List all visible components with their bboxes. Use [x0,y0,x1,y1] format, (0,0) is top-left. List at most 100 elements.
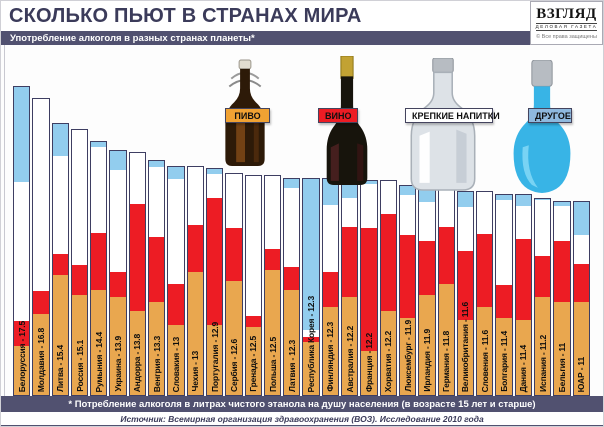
segment-wine [361,228,377,352]
segment-other [361,180,377,185]
segment-wine [554,240,570,303]
segment-wine [187,224,203,273]
segment-spirits [149,166,165,237]
segment-spirits [168,179,184,285]
segment-other [206,168,223,174]
segment-wine [129,203,146,311]
bar-Болгария: Болгария - 11.4 [495,194,513,396]
segment-beer [342,296,358,395]
logo-tagline: ДЕЛОВАЯ ГАЗЕТА [535,22,598,31]
segment-beer [515,319,532,395]
segment-spirits [187,166,203,225]
segment-spirits [515,205,532,239]
segment-wine [226,228,242,281]
segment-wine [535,256,551,297]
segment-beer [168,324,184,395]
segment-beer [149,301,165,395]
segment-spirits [110,170,126,273]
segment-wine [168,284,184,325]
bar-ЮАР: ЮАР - 11 [572,201,590,396]
segment-other [573,202,589,236]
segment-wine [303,337,319,343]
bar-Молдавия: Молдавия - 16.8 [32,98,50,396]
segment-beer [52,275,68,395]
segment-beer [284,289,300,396]
segment-other [91,141,107,148]
segment-spirits [419,202,435,241]
segment-wine [245,316,261,327]
bar-Венгрия: Венгрия - 13.3 [148,160,166,396]
bottom-strip [1,425,603,426]
segment-wine [206,198,223,325]
bar-Великобритания: Великобритания - 11.6 [456,190,475,396]
segment-spirits [264,175,281,250]
bar-Словакия: Словакия - 13 [167,165,185,396]
segment-wine [477,233,493,308]
segment-spirits [226,173,242,229]
bar-Австралия: Австралия - 12.2 [341,179,359,396]
segment-wine [91,233,107,290]
bar-Германия: Германия - 11.8 [437,186,455,396]
bar-Люксембург: Люксембург - 11.9 [398,185,417,396]
segment-beer [33,314,49,395]
segment-other [535,198,551,201]
segment-wine [419,240,435,295]
bar-Испания: Испания - 11.2 [534,197,552,396]
segment-spirits [52,155,68,255]
segment-beer [322,307,339,395]
bar-Польша: Польша - 12.5 [263,174,282,396]
bar-Гренада: Гренада - 12.5 [244,174,262,396]
segment-other [322,179,339,206]
legend-spirits: КРЕПКИЕ НАПИТКИ [405,108,500,123]
segment-spirits [380,180,396,215]
bar-Португалия: Португалия - 12.9 [205,167,224,396]
segment-beer [361,351,377,395]
bar-Сербия: Сербия - 12.6 [225,172,243,396]
bar-Хорватия: Хорватия - 12.2 [379,179,397,396]
segment-other [284,179,300,188]
source-text: Источник: Всемирная организация здравоох… [120,413,484,424]
segment-beer [245,326,261,395]
segment-wine [71,264,88,295]
subtitle-bar: Употребление алкоголя в разных странах п… [1,31,603,45]
page-title: СКОЛЬКО ПЬЮТ В СТРАНАХ МИРА [9,4,362,27]
segment-spirits [535,200,551,257]
segment-beer [554,302,570,395]
segment-spirits [361,184,377,229]
bar-Румыния: Румыния - 14.4 [90,140,108,396]
bar-Россия: Россия - 15.1 [70,128,89,396]
segment-wine [110,272,126,297]
segment-other [515,195,532,206]
segment-spirits [477,191,493,234]
segment-other [342,180,358,199]
segment-spirits [496,200,512,285]
segment-other [554,202,570,206]
bar-Андорра: Андорра - 13.8 [128,151,147,396]
segment-other [303,179,319,331]
segment-beer [380,310,396,395]
segment-spirits [284,187,300,267]
bar-Белоруссия: Белоруссия - 17.5 [13,86,31,396]
segment-spirits [303,330,319,338]
bar-Словения: Словения - 11.6 [476,190,494,396]
segment-spirits [129,152,146,204]
segment-wine [573,263,589,303]
other-bottle-icon [513,60,571,193]
segment-beer [535,296,551,395]
segment-other [457,191,474,208]
segment-spirits [71,129,88,265]
segment-beer [129,310,146,395]
legend-beer: ПИВО [225,108,270,123]
bar-Финляндия: Финляндия - 12.3 [321,178,340,396]
segment-spirits [457,207,474,252]
source-bar: Источник: Всемирная организация здравоох… [1,412,603,425]
segment-other [149,161,165,167]
segment-spirits [206,173,223,199]
segment-spirits [14,182,30,322]
segment-spirits [322,205,339,273]
segment-beer [573,302,589,395]
footnote-text: * Потребление алкоголя в литрах чистого … [68,398,536,410]
segment-beer [419,294,435,395]
segment-beer [438,284,454,395]
